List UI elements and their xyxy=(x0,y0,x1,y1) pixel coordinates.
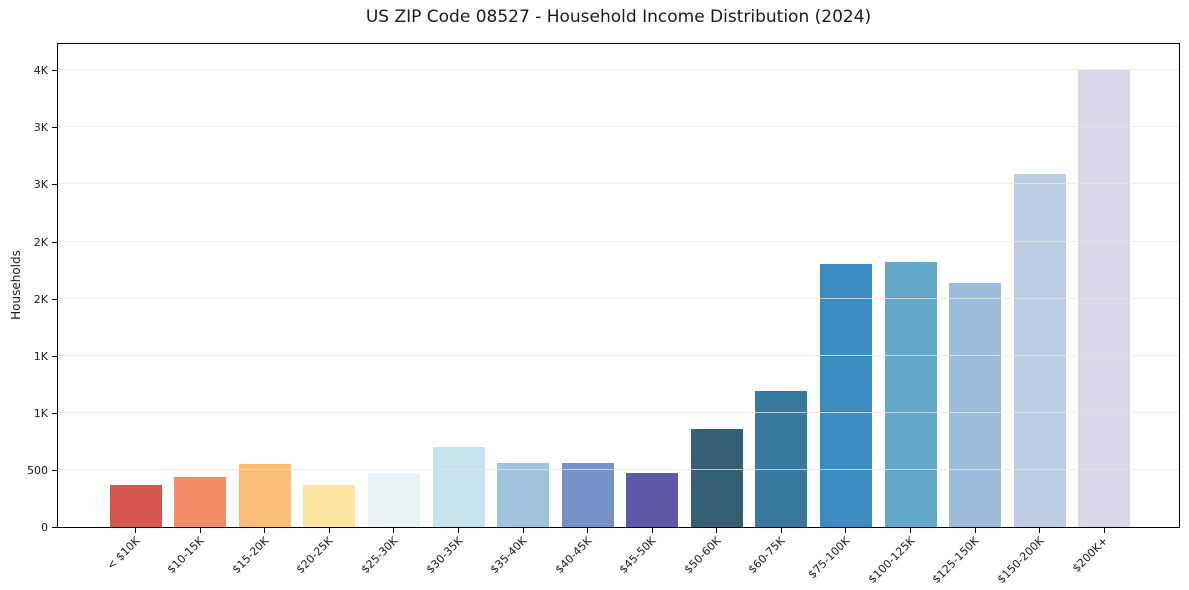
x-tick-label: $45-50K xyxy=(616,534,659,577)
x-tick-mark xyxy=(651,528,653,533)
x-tick-label: $60-75K xyxy=(746,534,788,577)
y-tick-label: 1K xyxy=(33,406,48,420)
y-tick-label: 1K xyxy=(33,349,48,363)
bar-125-150k xyxy=(949,282,1002,527)
x-tick-label: $10-15K xyxy=(164,534,207,577)
x-tick-mark xyxy=(1039,528,1041,533)
y-tick-label: 500 xyxy=(27,463,48,477)
x-tick-mark xyxy=(1103,528,1105,533)
bar-20-25k xyxy=(303,484,356,527)
bar-40-45k xyxy=(561,463,614,527)
y-tick-mark xyxy=(52,469,57,471)
bar-100-125k xyxy=(884,262,937,527)
y-tick-label: 3K xyxy=(33,178,48,192)
x-tick-mark xyxy=(458,528,460,533)
y-tick-mark xyxy=(52,355,57,357)
x-tick-mark xyxy=(587,528,589,533)
y-tick-mark xyxy=(52,298,57,300)
gridline-2000 xyxy=(58,297,1179,299)
x-tick-mark xyxy=(780,528,782,533)
x-tick-label: $50-60K xyxy=(681,534,724,577)
bar-75-100k xyxy=(819,264,872,527)
x-tick-mark xyxy=(910,528,912,533)
gridline-3000 xyxy=(58,183,1179,185)
plot-area xyxy=(57,43,1180,528)
gridline-4000 xyxy=(58,69,1179,71)
bar-150-200k xyxy=(1013,173,1066,527)
x-tick-mark xyxy=(199,528,201,533)
bar-60-75k xyxy=(755,391,808,527)
bar-15-20k xyxy=(238,464,291,527)
bar-45-50k xyxy=(626,473,679,527)
y-tick-label: 3K xyxy=(33,121,48,135)
x-tick-label: $125-150K xyxy=(929,534,982,587)
x-tick-label: $75-100K xyxy=(805,534,853,582)
bar-30-35k xyxy=(432,446,485,527)
bar-50-60k xyxy=(690,429,743,527)
x-tick-mark xyxy=(135,528,137,533)
x-tick-mark xyxy=(393,528,395,533)
x-tick-mark xyxy=(845,528,847,533)
chart-title: US ZIP Code 08527 - Household Income Dis… xyxy=(365,7,872,27)
x-tick-label: $100-125K xyxy=(865,534,918,587)
gridline-500 xyxy=(58,468,1179,470)
x-tick-label: $150-200K xyxy=(994,534,1047,587)
bar-25-30k xyxy=(367,473,420,527)
y-tick-mark xyxy=(52,241,57,243)
x-tick-label: $40-45K xyxy=(552,534,595,577)
y-tick-label: 2K xyxy=(33,292,48,306)
y-tick-label: 2K xyxy=(33,235,48,249)
x-tick-mark xyxy=(522,528,524,533)
gridline-1000 xyxy=(58,411,1179,413)
x-tick-label: $35-40K xyxy=(487,534,530,577)
x-tick-label: $25-30K xyxy=(358,534,401,577)
bar-35-40k xyxy=(497,462,550,527)
x-tick-mark xyxy=(328,528,330,533)
x-tick-label: $30-35K xyxy=(423,534,466,577)
x-tick-label: $20-25K xyxy=(294,534,336,577)
x-tick-label: < $10K xyxy=(104,534,143,573)
y-tick-mark xyxy=(52,184,57,186)
y-axis-title: Households xyxy=(9,250,23,320)
x-tick-label: $15-20K xyxy=(229,534,272,577)
x-tick-label: $200K+ xyxy=(1070,534,1111,575)
x-tick-mark xyxy=(716,528,718,533)
gridline-1500 xyxy=(58,354,1179,356)
y-tick-label: 0 xyxy=(41,521,48,534)
x-tick-mark xyxy=(264,528,266,533)
bar-10-15k xyxy=(174,477,227,527)
x-tick-mark xyxy=(974,528,976,533)
y-tick-mark xyxy=(52,527,57,528)
y-tick-mark xyxy=(52,70,57,72)
gridline-2500 xyxy=(58,240,1179,242)
y-tick-label: 4K xyxy=(33,64,48,78)
y-tick-mark xyxy=(52,412,57,414)
gridline-3500 xyxy=(58,126,1179,128)
y-tick-mark xyxy=(52,127,57,129)
bar-10k xyxy=(109,485,162,527)
